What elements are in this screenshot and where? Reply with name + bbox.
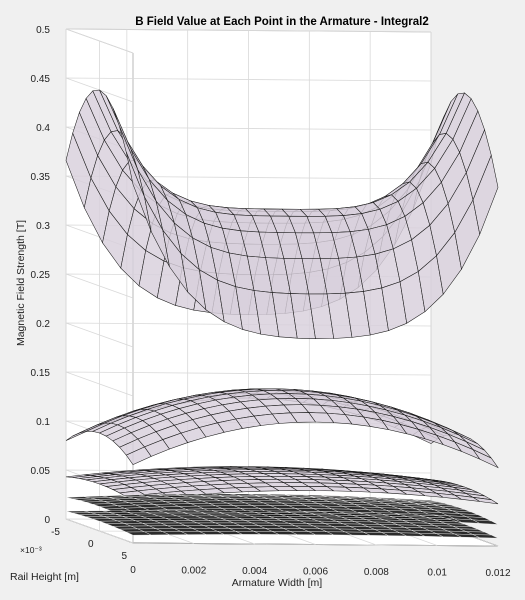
y-tick-label: 0 (88, 539, 94, 550)
z-tick-label: 0 (44, 515, 50, 526)
z-axis-label: Magnetic Field Strength [T] (15, 220, 27, 346)
x-axis-label: Armature Width [m] (232, 577, 323, 589)
surface-face (472, 448, 499, 469)
y-tick-label: -5 (51, 527, 60, 538)
y-axis-label: Rail Height [m] (10, 571, 79, 583)
z-tick-label: 0.25 (31, 270, 51, 281)
z-tick-label: 0.45 (31, 74, 51, 85)
x-tick-label: 0.006 (303, 567, 328, 578)
x-tick-label: 0.008 (364, 567, 389, 578)
tick-labels: 0 0.05 0.1 0.15 0.2 0.25 0.3 0.35 0.4 0.45 0.5 0 0.0… (31, 25, 511, 579)
z-tick-label: 0.35 (31, 172, 51, 183)
surface-face (472, 519, 499, 525)
z-tick-label: 0.2 (36, 319, 50, 330)
surface (65, 89, 499, 339)
surface-face (472, 534, 499, 539)
chart-title: B Field Value at Each Point in the Armat… (135, 16, 429, 28)
surface (65, 510, 499, 539)
surface-face (472, 154, 499, 236)
z-tick-label: 0.4 (36, 123, 50, 134)
z-tick-label: 0.1 (36, 417, 50, 428)
surface (65, 388, 499, 469)
x-tick-label: 0.012 (485, 568, 510, 579)
y-tick-label: 5 (121, 551, 127, 562)
z-tick-label: 0.15 (31, 368, 51, 379)
surface-face (472, 497, 499, 505)
x-tick-label: 0.002 (181, 566, 206, 577)
z-tick-label: 0.3 (36, 221, 50, 232)
x-tick-label: 0 (130, 565, 136, 576)
surfaces (65, 89, 499, 539)
z-tick-label: 0.05 (31, 466, 51, 477)
x-tick-label: 0.01 (427, 568, 447, 579)
y-axis-exponent: ×10⁻³ (20, 545, 42, 555)
x-tick-label: 0.004 (242, 566, 267, 577)
z-tick-label: 0.5 (36, 25, 50, 36)
